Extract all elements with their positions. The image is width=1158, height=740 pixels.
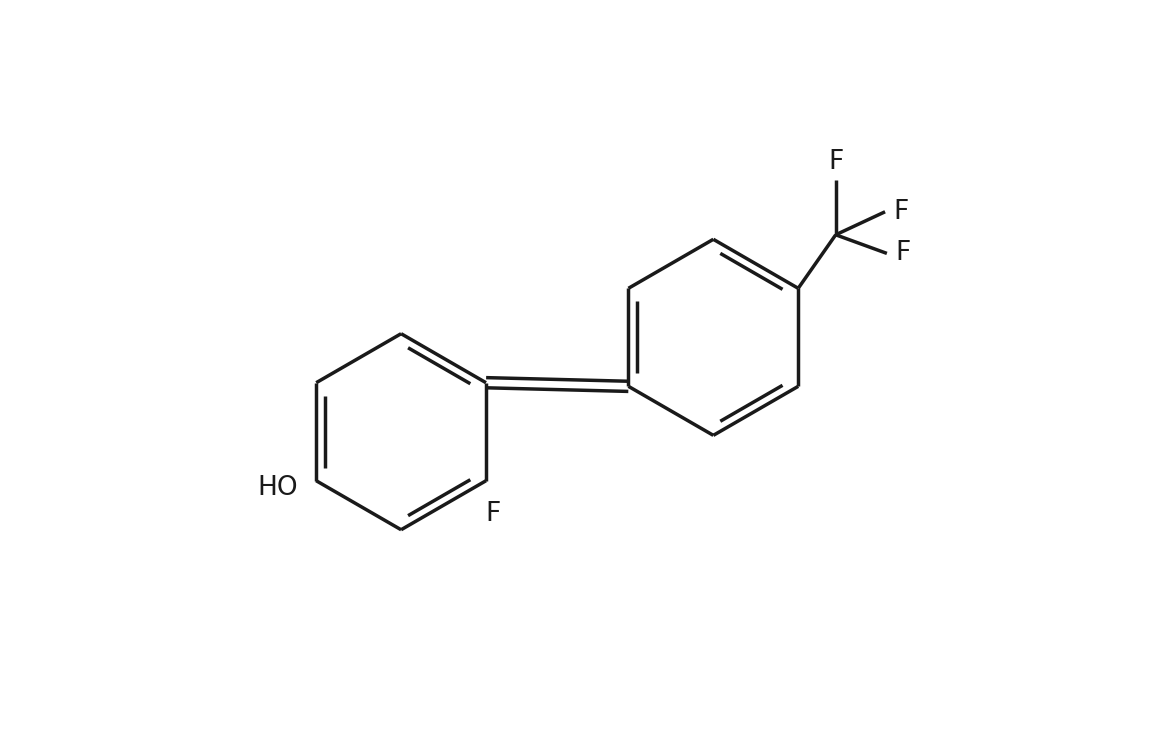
Text: F: F	[485, 501, 501, 527]
Text: F: F	[828, 149, 843, 175]
Text: F: F	[895, 240, 911, 266]
Text: HO: HO	[257, 475, 298, 501]
Text: F: F	[894, 199, 909, 225]
